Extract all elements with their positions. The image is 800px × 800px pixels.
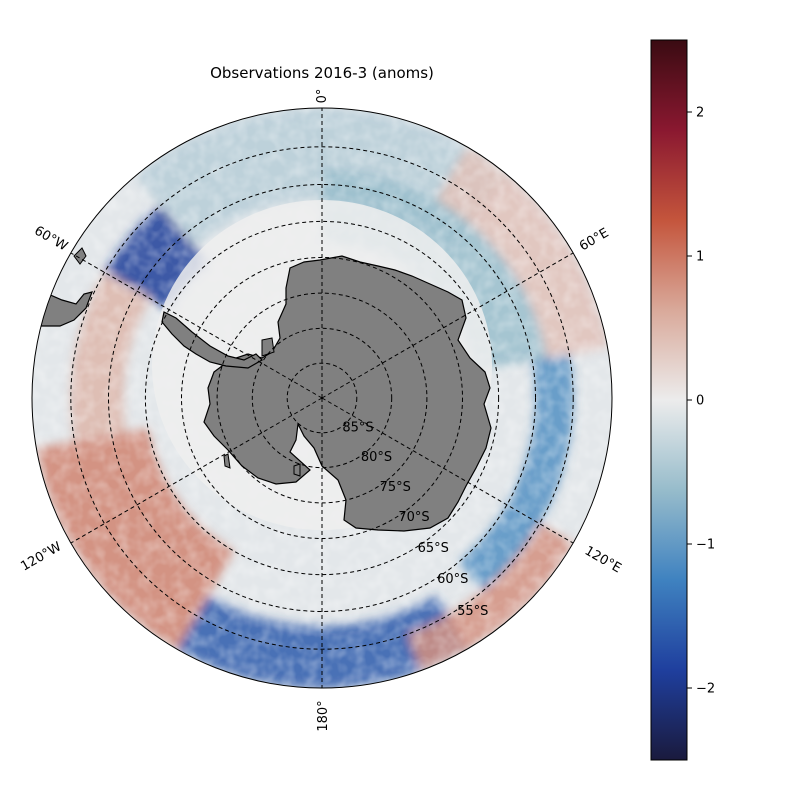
meridian-line xyxy=(321,397,574,544)
meridian-line xyxy=(70,252,323,399)
meridian-label-120e: 120°E xyxy=(582,544,624,577)
latitude-labels: 85°S 80°S 75°S 70°S 65°S 60°S 55°S xyxy=(342,421,488,620)
small-island xyxy=(293,463,301,477)
colorbar-ticks: 2 1 0 −1 −2 xyxy=(687,106,715,697)
meridian-line xyxy=(70,397,323,544)
small-island xyxy=(223,453,231,469)
colorbar: 2 1 0 −1 −2 xyxy=(650,39,715,761)
latitude-circle xyxy=(108,184,536,612)
latitude-circle xyxy=(286,362,358,434)
latitude-circle xyxy=(216,292,428,504)
colorbar-tick-label: 0 xyxy=(696,394,704,409)
latitude-circle xyxy=(251,327,393,469)
colorbar-tick-label: 1 xyxy=(696,250,704,265)
map-boundary xyxy=(31,107,613,689)
latitude-label: 85°S xyxy=(342,421,373,436)
meridian-label-180: 180° xyxy=(316,700,331,731)
meridian-label-60e: 60°E xyxy=(577,226,612,255)
colorbar-tick-label: −2 xyxy=(696,682,715,697)
latitude-label: 65°S xyxy=(418,541,449,556)
meridian-label-120w: 120°W xyxy=(18,539,64,574)
antarctica-landmass xyxy=(203,255,492,532)
latitude-label: 55°S xyxy=(457,604,488,619)
map-area xyxy=(32,108,612,688)
meridian-label-60w: 60°W xyxy=(31,223,70,254)
colorbar-gradient xyxy=(650,39,688,761)
latitude-label: 80°S xyxy=(361,450,392,465)
graticule xyxy=(70,108,574,688)
small-island xyxy=(261,337,275,357)
latitude-label: 60°S xyxy=(437,572,468,587)
latitude-circle xyxy=(70,146,574,650)
meridian-line xyxy=(321,252,574,399)
map-title: Observations 2016-3 (anoms) xyxy=(210,64,434,82)
colorbar-tick-label: 2 xyxy=(696,106,704,121)
meridian-label-0: 0° xyxy=(315,89,330,104)
antarctic-peninsula xyxy=(161,311,263,369)
colorbar-tick-label: −1 xyxy=(696,538,715,553)
latitude-label: 70°S xyxy=(398,510,429,525)
latitude-circle xyxy=(144,220,500,576)
latitude-label: 75°S xyxy=(380,480,411,495)
